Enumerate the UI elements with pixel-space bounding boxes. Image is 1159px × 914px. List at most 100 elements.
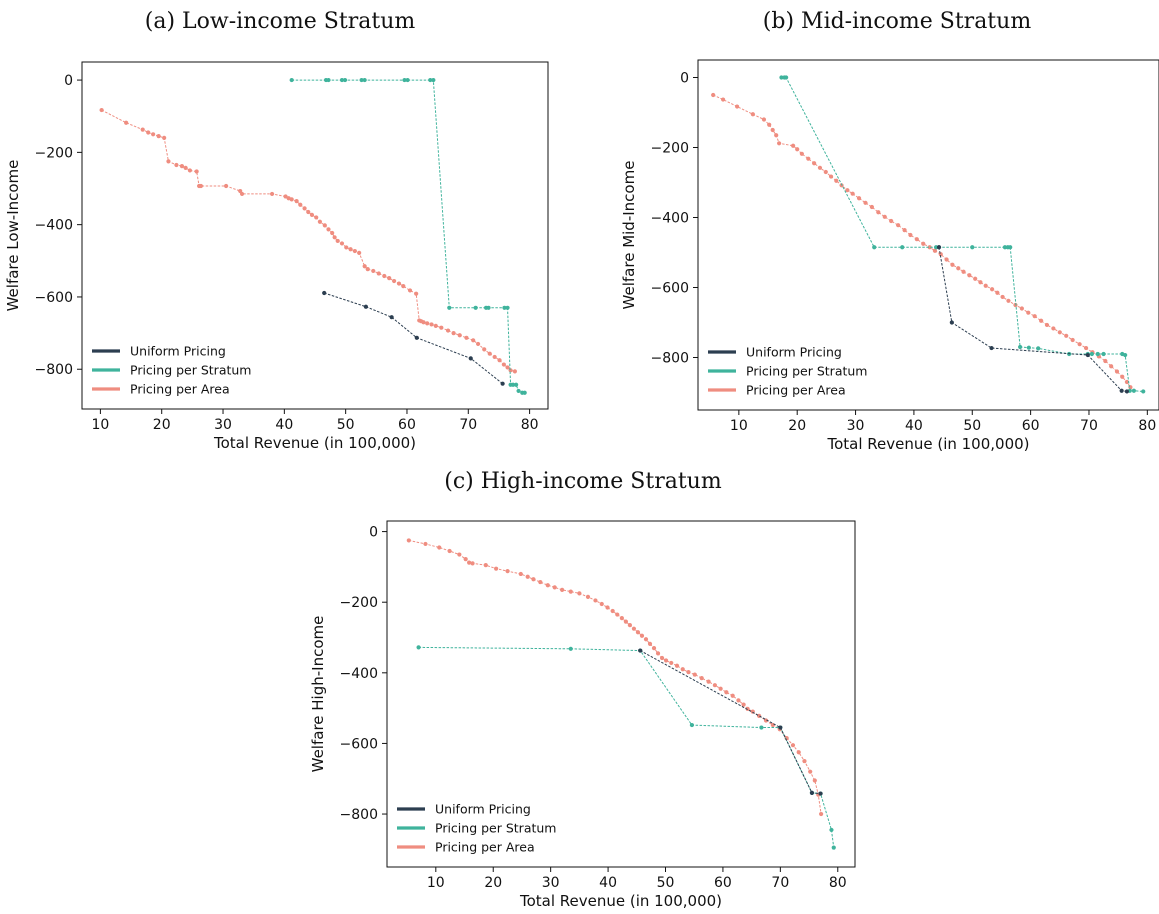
data-point-area bbox=[538, 579, 543, 585]
data-point-area bbox=[850, 191, 855, 196]
data-point-area bbox=[577, 591, 582, 596]
data-point-area bbox=[1124, 379, 1130, 385]
y-tick-label: −800 bbox=[35, 362, 73, 378]
data-point-area bbox=[302, 206, 307, 211]
y-tick-label: −400 bbox=[35, 218, 73, 234]
data-point-stratum bbox=[431, 77, 436, 83]
y-axis-label: Welfare Low-Income bbox=[4, 160, 22, 312]
data-point-area bbox=[457, 333, 462, 338]
x-tick-label: 50 bbox=[963, 418, 981, 434]
data-point-area bbox=[876, 210, 881, 215]
data-point-area bbox=[1000, 294, 1005, 300]
data-point-area bbox=[734, 104, 740, 109]
data-point-area bbox=[332, 235, 337, 240]
data-point-area bbox=[464, 335, 469, 340]
data-point-area bbox=[223, 183, 229, 189]
data-point-area bbox=[669, 660, 674, 666]
data-point-area bbox=[639, 633, 645, 638]
data-point-area bbox=[745, 706, 750, 711]
data-point-area bbox=[750, 112, 755, 117]
legend-label: Pricing per Stratum bbox=[435, 821, 556, 836]
data-point-area bbox=[627, 623, 633, 628]
data-point-area bbox=[1032, 314, 1037, 319]
data-point-area bbox=[889, 218, 894, 224]
y-tick-label: 0 bbox=[369, 525, 378, 541]
data-point-area bbox=[99, 107, 104, 113]
panel-0: (a) Low-income Stratum 10 20 30 40 50 60 70 80 0 −… bbox=[4, 9, 549, 452]
data-point-area bbox=[447, 548, 452, 554]
data-point-area bbox=[239, 191, 245, 197]
x-tick-label: 20 bbox=[153, 417, 171, 433]
data-point-area bbox=[643, 637, 649, 642]
data-point-area bbox=[162, 135, 167, 141]
data-point-area bbox=[483, 563, 488, 568]
data-point-area bbox=[1044, 322, 1050, 328]
data-point-area bbox=[944, 257, 949, 262]
data-point-area bbox=[663, 658, 669, 663]
data-point-area bbox=[757, 713, 762, 718]
y-tick-label: −600 bbox=[340, 736, 378, 752]
data-point-area bbox=[294, 199, 299, 204]
data-point-area bbox=[799, 151, 804, 156]
data-point-area bbox=[967, 273, 972, 278]
y-tick-label: 0 bbox=[680, 71, 689, 87]
data-point-area bbox=[382, 273, 387, 279]
data-point-area bbox=[365, 267, 370, 272]
data-point-area bbox=[651, 646, 657, 651]
data-point-area bbox=[774, 133, 779, 138]
data-point-area bbox=[659, 655, 665, 661]
data-point-stratum bbox=[405, 77, 410, 83]
data-point-stratum bbox=[829, 827, 834, 833]
data-point-area bbox=[699, 676, 704, 681]
data-point-area bbox=[720, 97, 726, 102]
data-point-area bbox=[823, 169, 828, 175]
data-point-area bbox=[599, 601, 604, 607]
x-axis-label: Total Revenue (in 100,000) bbox=[213, 434, 416, 452]
data-point-area bbox=[467, 560, 472, 565]
data-point-area bbox=[761, 117, 767, 122]
data-point-area bbox=[812, 161, 817, 166]
data-point-area bbox=[902, 228, 907, 233]
data-point-area bbox=[289, 197, 294, 202]
data-point-area bbox=[845, 188, 850, 193]
y-tick-label: −400 bbox=[651, 211, 689, 227]
data-point-stratum bbox=[784, 75, 789, 80]
x-tick-label: 50 bbox=[657, 875, 675, 891]
data-point-area bbox=[470, 561, 475, 566]
data-point-area bbox=[183, 165, 188, 171]
data-point-stratum bbox=[1026, 345, 1031, 350]
data-point-uniform bbox=[818, 791, 823, 796]
data-point-area bbox=[882, 214, 887, 219]
data-point-area bbox=[339, 241, 345, 246]
data-point-area bbox=[198, 183, 204, 189]
data-point-stratum bbox=[568, 646, 573, 651]
legend-label: Uniform Pricing bbox=[435, 802, 531, 817]
data-point-area bbox=[140, 127, 145, 132]
x-tick-label: 80 bbox=[521, 417, 539, 433]
data-point-area bbox=[692, 672, 697, 677]
data-point-stratum bbox=[510, 382, 516, 387]
data-point-area bbox=[790, 743, 796, 748]
data-point-uniform bbox=[989, 345, 994, 351]
data-point-area bbox=[736, 698, 741, 703]
data-point-area bbox=[973, 276, 978, 281]
data-point-stratum bbox=[416, 645, 421, 650]
data-point-area bbox=[724, 690, 729, 695]
data-point-area bbox=[187, 168, 193, 173]
data-point-area bbox=[179, 164, 185, 169]
data-point-area bbox=[482, 347, 487, 352]
data-point-area bbox=[1039, 318, 1044, 323]
data-point-area bbox=[770, 722, 775, 728]
data-point-area bbox=[407, 288, 413, 293]
y-tick-label: 0 bbox=[64, 73, 73, 89]
x-axis-label: Total Revenue (in 100,000) bbox=[826, 435, 1029, 453]
data-point-area bbox=[352, 248, 357, 254]
data-point-stratum bbox=[359, 77, 364, 83]
panel-1: (b) Mid-income Stratum 10 20 30 40 50 60 70 80 0 −… bbox=[620, 9, 1159, 453]
x-tick-label: 30 bbox=[542, 875, 560, 891]
plot-frame bbox=[81, 61, 549, 410]
data-point-area bbox=[518, 571, 523, 577]
series-line-area bbox=[712, 94, 1131, 388]
x-tick-label: 40 bbox=[599, 875, 617, 891]
data-point-area bbox=[869, 204, 874, 210]
